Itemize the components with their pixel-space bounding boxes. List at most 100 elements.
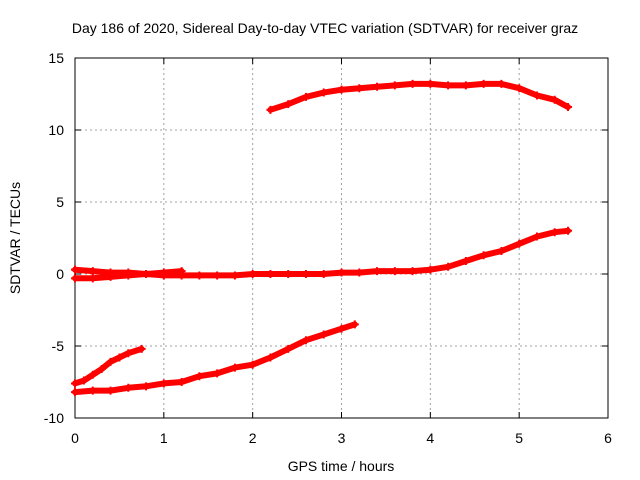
data-point	[284, 270, 293, 278]
data-point	[426, 79, 435, 88]
y-tick-label: 10	[48, 122, 64, 138]
data-point	[284, 344, 293, 353]
data-point	[301, 336, 310, 345]
series-4	[71, 344, 146, 388]
data-point	[248, 270, 257, 278]
data-point	[497, 79, 506, 88]
x-tick-labels: 0 1 2 3 4 5 6	[71, 430, 612, 446]
data-point	[88, 386, 97, 395]
data-point	[564, 226, 573, 235]
data-point	[532, 232, 541, 241]
data-point	[213, 369, 222, 378]
data-point	[319, 88, 328, 97]
data-point	[355, 268, 364, 277]
x-tick-label: 2	[249, 430, 257, 446]
axis-ticks	[74, 57, 609, 419]
x-tick-label: 4	[426, 430, 434, 446]
data-point	[106, 272, 115, 281]
data-point	[266, 105, 275, 114]
data-point	[444, 262, 453, 271]
data-point	[88, 267, 97, 276]
data-point	[408, 79, 417, 88]
data-point	[177, 267, 186, 276]
data-point	[408, 267, 417, 276]
series-1	[266, 79, 573, 114]
series-band	[267, 80, 571, 113]
data-point	[71, 274, 79, 283]
data-point	[230, 363, 239, 372]
chart-title: Day 186 of 2020, Sidereal Day-to-day VTE…	[72, 20, 578, 36]
data-point	[373, 82, 382, 91]
data-point	[177, 378, 186, 386]
y-tick-label: 0	[56, 266, 64, 282]
data-point	[337, 268, 346, 277]
data-point	[301, 270, 310, 278]
data-point	[444, 81, 453, 90]
data-point	[88, 274, 97, 283]
data-point	[564, 102, 573, 111]
y-axis-label: SDTVAR / TECUs	[7, 182, 23, 294]
data-point	[390, 267, 399, 276]
data-point	[115, 353, 124, 362]
data-point	[71, 388, 79, 397]
data-point	[532, 91, 541, 100]
data-point	[461, 81, 470, 90]
series-band	[72, 227, 571, 279]
data-point	[97, 365, 106, 374]
data-point	[124, 383, 133, 392]
x-tick-label: 6	[604, 430, 612, 446]
y-tick-label: -10	[44, 410, 64, 426]
y-tick-label: 15	[48, 50, 64, 66]
data-point	[124, 349, 133, 358]
data-point	[106, 386, 115, 395]
data-point	[88, 370, 97, 379]
data-point	[124, 271, 133, 280]
data-point	[266, 270, 275, 278]
y-tick-label: 5	[56, 194, 64, 210]
data-point	[137, 344, 146, 353]
data-point	[142, 270, 151, 278]
data-point	[373, 267, 382, 276]
data-point	[195, 271, 204, 280]
x-tick-label: 3	[338, 430, 346, 446]
data-point	[515, 84, 524, 93]
series-3	[71, 267, 186, 283]
data-point	[461, 257, 470, 266]
data-point	[195, 372, 204, 381]
data-point	[515, 239, 524, 248]
data-point	[284, 100, 293, 109]
x-axis-label: GPS time / hours	[288, 458, 395, 474]
data-point	[142, 382, 151, 391]
data-point	[230, 271, 239, 280]
data-point	[248, 360, 257, 369]
data-point	[319, 330, 328, 339]
data-point	[350, 320, 359, 329]
data-point	[301, 92, 310, 101]
x-tick-label: 0	[71, 430, 79, 446]
y-tick-labels: -10 -5 0 5 10 15	[44, 50, 64, 426]
data-point	[355, 84, 364, 93]
data-point	[106, 357, 115, 366]
data-point	[337, 85, 346, 94]
data-point	[71, 379, 79, 388]
data-point	[390, 81, 399, 90]
data-point	[479, 251, 488, 260]
data-point	[213, 271, 222, 280]
data-point	[426, 265, 435, 274]
data-series	[71, 79, 573, 397]
x-tick-label: 5	[515, 430, 523, 446]
data-point	[497, 246, 506, 255]
data-point	[550, 95, 559, 104]
y-tick-label: -5	[52, 338, 65, 354]
data-point	[159, 268, 168, 277]
data-point	[71, 265, 79, 274]
data-point	[550, 228, 559, 237]
data-point	[79, 376, 88, 385]
data-point	[319, 270, 328, 278]
series-5	[71, 320, 359, 397]
x-tick-label: 1	[160, 430, 168, 446]
data-point	[159, 379, 168, 388]
data-point	[266, 353, 275, 362]
data-point	[479, 79, 488, 88]
